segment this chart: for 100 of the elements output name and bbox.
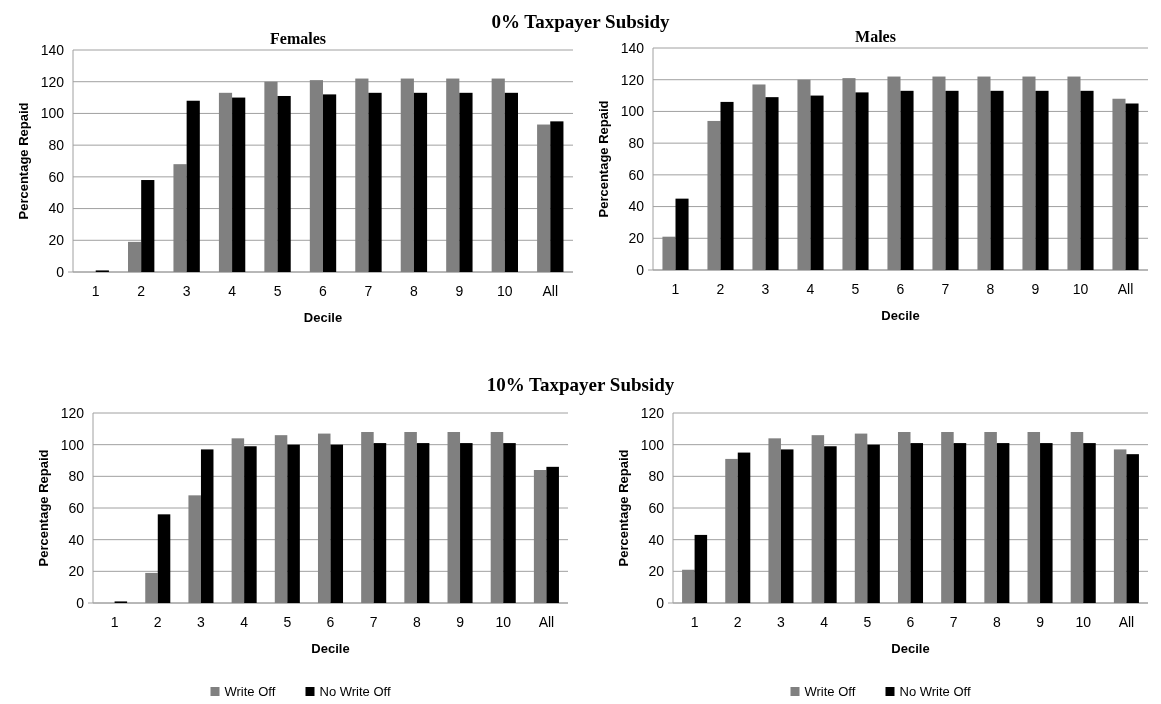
- chart-title: Females: [270, 30, 326, 47]
- bar: [996, 443, 1010, 603]
- bar: [725, 458, 738, 603]
- x-axis-title: Decile: [881, 308, 920, 323]
- bar: [404, 432, 417, 603]
- bar: [1067, 76, 1081, 270]
- bar: [932, 76, 946, 270]
- bar: [854, 433, 868, 603]
- x-tick-label: 4: [806, 281, 815, 297]
- bar: [145, 572, 158, 603]
- y-tick-label: 120: [40, 73, 65, 90]
- y-tick-label: 20: [648, 563, 665, 580]
- y-tick-label: 40: [68, 531, 85, 548]
- x-tick-label: 8: [986, 281, 995, 297]
- bar: [941, 432, 954, 603]
- y-tick-label: 0: [656, 594, 665, 611]
- x-tick-label: 2: [153, 614, 162, 630]
- y-tick-label: 0: [636, 261, 645, 278]
- y-tick-label: 60: [648, 499, 665, 516]
- bar: [277, 95, 291, 272]
- chart-title: Males: [855, 28, 896, 45]
- x-tick-label: 5: [863, 614, 872, 630]
- bar: [765, 97, 779, 270]
- bar: [416, 443, 430, 603]
- x-tick-label: 6: [896, 281, 905, 297]
- bar: [977, 76, 991, 270]
- bar: [1022, 76, 1036, 270]
- bar: [1126, 454, 1139, 603]
- chart-subtitle: 10% Taxpayer Subsidy: [486, 374, 675, 395]
- bar: [682, 569, 695, 603]
- y-tick-label: 140: [40, 41, 65, 58]
- y-tick-label: 0: [56, 263, 65, 280]
- bar: [811, 435, 825, 603]
- bar: [323, 94, 337, 272]
- y-tick-label: 80: [628, 135, 645, 152]
- bar: [264, 81, 278, 272]
- x-tick-label: All: [1118, 614, 1135, 630]
- bar: [244, 446, 257, 603]
- bar: [984, 432, 997, 603]
- bar: [128, 241, 142, 272]
- x-tick-label: 8: [412, 614, 421, 630]
- y-tick-label: 120: [640, 404, 665, 421]
- x-tick-label: 10: [497, 283, 513, 299]
- x-tick-label: 4: [820, 614, 829, 630]
- x-tick-label: 4: [228, 283, 237, 299]
- y-tick-label: 100: [60, 436, 85, 453]
- x-tick-label: 6: [326, 614, 335, 630]
- x-tick-label: 3: [197, 614, 206, 630]
- bar: [1125, 103, 1139, 270]
- bar: [1083, 443, 1096, 603]
- x-tick-label: 10: [1075, 614, 1092, 630]
- x-tick-label: 5: [851, 281, 860, 297]
- bar: [173, 164, 187, 272]
- x-tick-label: 5: [273, 283, 282, 299]
- bar: [887, 76, 901, 270]
- legend-label: Write Off: [224, 684, 276, 699]
- bar: [897, 432, 911, 603]
- x-tick-label: 8: [410, 283, 419, 299]
- y-tick-label: 140: [620, 39, 645, 56]
- bar: [447, 432, 461, 603]
- y-tick-label: 80: [648, 468, 665, 485]
- bar: [546, 466, 559, 603]
- bar: [446, 78, 460, 272]
- y-tick-label: 100: [640, 436, 665, 453]
- bar: [231, 438, 245, 603]
- y-axis-title: Percentage Repaid: [616, 449, 631, 567]
- bar: [768, 438, 781, 603]
- y-tick-label: 120: [620, 71, 645, 88]
- bar: [490, 432, 504, 603]
- chart-subtitle: 0% Taxpayer Subsidy: [491, 11, 671, 32]
- bar: [550, 121, 564, 272]
- x-tick-label: 1: [690, 614, 699, 630]
- bar: [504, 92, 518, 272]
- bar: [752, 84, 766, 270]
- y-tick-label: 60: [628, 166, 645, 183]
- bar: [1035, 90, 1049, 270]
- y-tick-label: 40: [48, 200, 65, 217]
- legend-label: Write Off: [804, 684, 856, 699]
- x-tick-label: 6: [906, 614, 915, 630]
- x-tick-label: 5: [283, 614, 292, 630]
- x-tick-label: 1: [91, 283, 100, 299]
- x-axis-title: Decile: [891, 641, 930, 656]
- bar: [707, 120, 721, 270]
- x-tick-label: 7: [369, 614, 378, 630]
- x-tick-label: 9: [1031, 281, 1040, 297]
- x-tick-label: 10: [1072, 281, 1089, 297]
- bar: [662, 236, 676, 270]
- x-tick-label: 3: [182, 283, 191, 299]
- bar: [355, 78, 369, 272]
- y-axis-title: Percentage Repaid: [36, 449, 51, 567]
- x-tick-label: 2: [716, 281, 725, 297]
- x-tick-label: All: [1117, 281, 1134, 297]
- bar: [990, 90, 1004, 270]
- bar: [900, 90, 914, 270]
- x-tick-label: 1: [671, 281, 680, 297]
- bar: [1027, 432, 1041, 603]
- y-tick-label: 20: [48, 232, 65, 249]
- bar: [910, 443, 924, 603]
- x-tick-label: 8: [992, 614, 1001, 630]
- x-axis-title: Decile: [303, 310, 343, 325]
